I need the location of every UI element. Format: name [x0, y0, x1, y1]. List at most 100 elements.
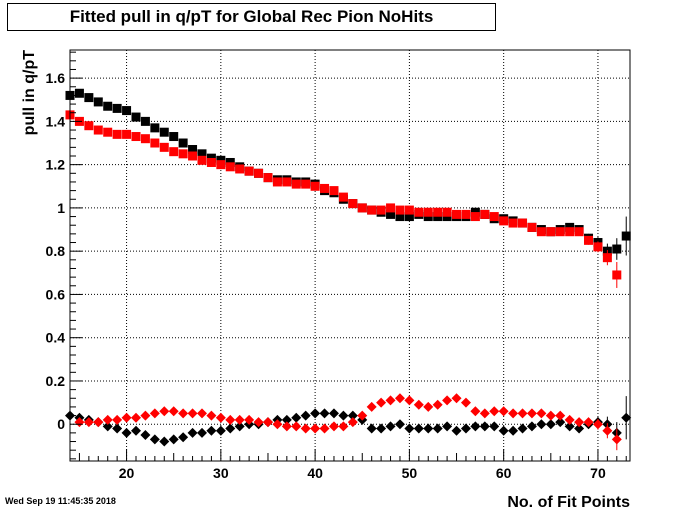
data-point — [451, 393, 462, 404]
data-point — [347, 410, 358, 421]
data-point — [112, 129, 122, 139]
data-point — [159, 127, 169, 137]
data-point — [140, 134, 150, 144]
data-point — [526, 408, 537, 419]
data-point — [103, 101, 113, 111]
data-point — [602, 425, 613, 436]
y-tick-label: 0.4 — [46, 330, 66, 346]
data-point — [102, 414, 113, 425]
data-point — [244, 414, 255, 425]
data-point — [206, 410, 217, 421]
data-point — [272, 419, 283, 430]
series-4 — [74, 393, 622, 451]
data-point — [413, 399, 424, 410]
data-point — [545, 410, 556, 421]
x-tick-label: 60 — [496, 465, 512, 481]
data-point — [131, 112, 141, 122]
data-point — [338, 192, 348, 202]
data-point — [281, 414, 292, 425]
data-point — [328, 408, 339, 419]
data-point — [470, 421, 481, 432]
data-point — [452, 209, 462, 219]
data-point — [413, 423, 424, 434]
data-point — [215, 425, 226, 436]
data-point — [338, 410, 349, 421]
data-point — [187, 408, 198, 419]
data-point — [263, 173, 273, 183]
data-point — [555, 410, 566, 421]
data-point — [593, 242, 603, 252]
data-point — [460, 397, 471, 408]
data-point — [253, 417, 264, 428]
data-point — [432, 423, 443, 434]
data-point — [121, 412, 132, 423]
data-point — [602, 253, 612, 263]
data-point — [479, 421, 490, 432]
data-point — [583, 417, 594, 428]
data-point — [564, 414, 575, 425]
tick-labels: 20 30 40 50 60 70 0 0.2 0.4 0.6 0.8 1 1.2 1.4 1.6 — [46, 70, 606, 481]
data-point — [140, 116, 150, 126]
data-point — [499, 216, 509, 226]
data-point — [262, 417, 273, 428]
data-point — [102, 421, 113, 432]
data-point — [574, 227, 584, 237]
axis-ticks — [69, 51, 627, 461]
data-point — [508, 218, 518, 228]
data-point — [168, 406, 179, 417]
data-point — [150, 138, 160, 148]
data-point — [546, 227, 556, 237]
chart-title: Fitted pull in q/pT for Global Rec Pion … — [69, 7, 434, 26]
data-point — [394, 419, 405, 430]
data-point — [423, 401, 434, 412]
data-point — [149, 434, 160, 445]
data-point — [612, 244, 622, 254]
data-point — [498, 425, 509, 436]
datestamp: Wed Sep 19 11:45:35 2018 — [5, 496, 116, 506]
data-point — [508, 408, 519, 419]
data-point — [103, 127, 113, 137]
data-point — [178, 408, 189, 419]
data-point — [197, 155, 207, 165]
data-point — [442, 421, 453, 432]
data-point — [254, 168, 264, 178]
data-point — [555, 227, 565, 237]
data-point — [489, 212, 499, 222]
data-point — [122, 106, 132, 116]
data-point — [150, 123, 160, 133]
data-point — [574, 417, 585, 428]
data-point — [282, 177, 292, 187]
data-point — [235, 164, 245, 174]
y-tick-label: 0.6 — [46, 286, 66, 302]
x-tick-label: 50 — [402, 465, 418, 481]
data-point — [112, 103, 122, 113]
data-point — [130, 425, 141, 436]
data-point — [93, 97, 103, 107]
data-point — [93, 417, 104, 428]
data-point — [225, 162, 235, 172]
data-point — [216, 160, 226, 170]
data-point — [367, 205, 377, 215]
series-2 — [65, 110, 622, 288]
y-tick-label: 1.6 — [46, 70, 66, 86]
data-point — [498, 406, 509, 417]
data-point — [215, 412, 226, 423]
data-point — [442, 395, 453, 406]
data-point — [83, 417, 94, 428]
data-point — [461, 209, 471, 219]
data-point — [131, 132, 141, 142]
grid — [70, 50, 630, 461]
data-point — [169, 132, 179, 142]
data-point — [385, 395, 396, 406]
data-point — [404, 423, 415, 434]
title-box: Fitted pull in q/pT for Global Rec Pion … — [7, 3, 496, 31]
data-point — [300, 410, 311, 421]
data-point — [178, 149, 188, 159]
data-point — [527, 222, 537, 232]
data-point — [291, 412, 302, 423]
data-point — [347, 417, 358, 428]
data-point — [376, 423, 387, 434]
data-point — [338, 421, 349, 432]
data-point — [489, 421, 500, 432]
plot-frame — [69, 49, 631, 462]
